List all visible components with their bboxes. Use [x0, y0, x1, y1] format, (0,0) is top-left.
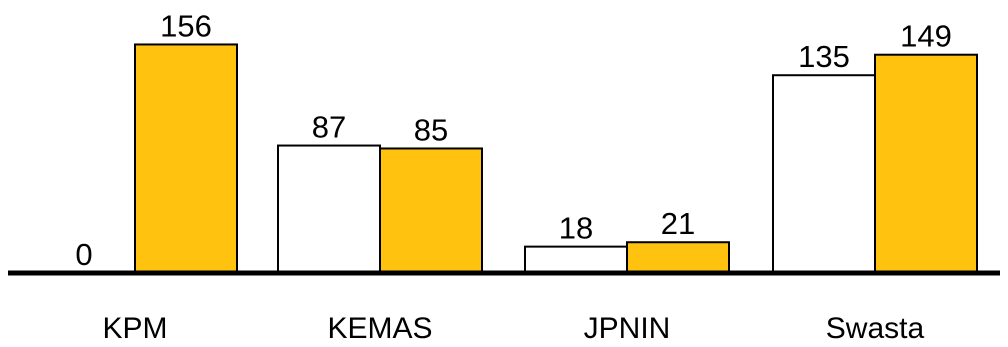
bars-group	[134, 43, 978, 275]
bar-kemas-series-1	[277, 144, 381, 274]
category-label-swasta: Swasta	[826, 312, 925, 345]
bar-swasta-series-1	[772, 74, 876, 274]
bar-swasta-series-2	[874, 53, 978, 275]
value-label-kpm-series-2: 156	[160, 8, 212, 43]
category-label-jpnin: JPNIN	[584, 312, 671, 345]
value-label-jpnin-series-2: 21	[661, 206, 695, 241]
value-label-swasta-series-2: 149	[900, 19, 952, 54]
value-label-kemas-series-2: 85	[414, 112, 448, 147]
category-label-kpm: KPM	[102, 312, 167, 345]
value-label-kemas-series-1: 87	[312, 110, 346, 145]
category-label-kemas: KEMAS	[327, 312, 432, 345]
bar-kemas-series-2	[379, 147, 483, 275]
value-labels-group: 0 156 87 85 18 21 135 149	[75, 8, 951, 272]
value-label-swasta-series-1: 135	[798, 39, 850, 74]
bar-jpnin-series-1	[524, 245, 628, 275]
category-labels-group: KPM KEMAS JPNIN Swasta	[102, 312, 924, 345]
value-label-kpm-series-1: 0	[75, 237, 92, 272]
bar-jpnin-series-2	[626, 241, 730, 274]
bar-kpm-series-2	[134, 43, 238, 274]
value-label-jpnin-series-1: 18	[559, 211, 593, 246]
